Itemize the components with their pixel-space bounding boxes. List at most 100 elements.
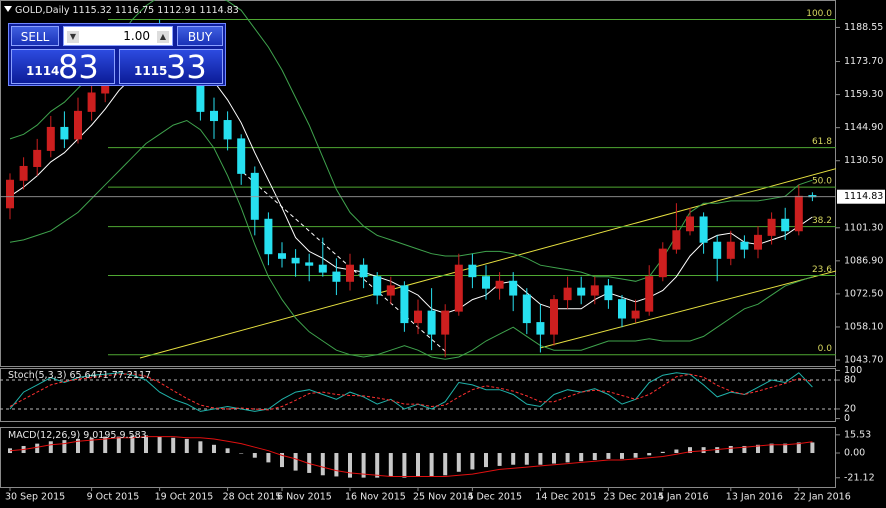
- candle-body: [33, 149, 42, 167]
- lot-increase[interactable]: ▲: [157, 31, 169, 43]
- macd-bar: [361, 453, 366, 478]
- macd-bar: [184, 438, 189, 454]
- macd-bar: [633, 453, 638, 458]
- candle-body: [359, 264, 368, 278]
- y-tick-label: 15.53: [844, 429, 871, 440]
- candle-body: [210, 110, 218, 122]
- lot-value: 1.00: [123, 29, 150, 43]
- macd-header: MACD(12,26,9) 9.0195 9.583: [8, 430, 147, 441]
- macd-bar: [48, 441, 53, 454]
- candle-body: [386, 285, 395, 296]
- candle-body: [781, 218, 790, 232]
- x-tick-label: 4 Dec 2015: [467, 492, 522, 503]
- macd-bar: [293, 453, 298, 471]
- macd-bar: [35, 443, 40, 454]
- macd-bar: [552, 453, 556, 464]
- macd-bar: [647, 453, 652, 456]
- stoch-title: Stoch(5,3,3): [8, 370, 66, 381]
- macd-bar: [320, 453, 325, 476]
- x-tick-label: 9 Oct 2015: [87, 492, 140, 503]
- y-tick-label: 1072.50: [844, 288, 883, 299]
- candle-body: [454, 264, 463, 312]
- macd-bar: [511, 453, 516, 465]
- y-tick-label: 1173.70: [844, 56, 883, 67]
- indicator-line: [9, 372, 813, 412]
- macd-bar: [579, 453, 584, 462]
- candle-body: [87, 92, 96, 112]
- macd-bar: [307, 453, 312, 473]
- candle-body: [713, 241, 722, 259]
- one-click-trading-panel: SELL ▼ 1.00 ▲ BUY 1114 83 1115 33: [8, 23, 226, 86]
- candle-body: [563, 287, 572, 301]
- macd-bar: [171, 437, 176, 454]
- candle-body: [305, 262, 314, 266]
- stoch-signal-value: 77.2117: [112, 370, 151, 381]
- candle-body: [672, 230, 681, 250]
- macd-bar: [198, 441, 203, 454]
- macd-bar: [756, 444, 760, 454]
- indicator-line: [9, 119, 813, 360]
- macd-bar: [252, 453, 257, 458]
- candle-body: [482, 276, 490, 289]
- y-tick-label: 0: [844, 413, 850, 424]
- macd-bar: [742, 445, 747, 454]
- stoch-header: Stoch(5,3,3) 65.6471 77.2117: [8, 370, 151, 381]
- current-price-label: 1114.83: [844, 191, 883, 202]
- candle-body: [223, 120, 232, 140]
- candle-body: [509, 280, 518, 296]
- macd-bar: [674, 449, 679, 454]
- x-tick-label: 30 Sep 2015: [5, 492, 65, 503]
- channel-lower: [539, 270, 836, 349]
- indicator-line: [9, 373, 813, 411]
- x-tick-label: 4 Jan 2016: [658, 492, 709, 503]
- candle-body: [332, 271, 341, 282]
- stoch-main-value: 65.6471: [69, 370, 108, 381]
- ask-quote[interactable]: 1115 33: [119, 48, 223, 86]
- stoch-plot: [0, 372, 836, 412]
- main-plot: 100.0 61.8 50.0 38.2 23.6 0.0: [0, 0, 836, 360]
- macd-bar: [592, 453, 597, 461]
- candle-body: [373, 276, 382, 296]
- candle-body: [577, 287, 586, 296]
- candle-body: [441, 310, 450, 335]
- macd-bar: [715, 447, 720, 454]
- candle-body: [522, 294, 531, 324]
- macd-bar: [416, 453, 420, 477]
- macd-bar: [538, 453, 543, 465]
- macd-bar: [239, 453, 244, 454]
- fib-label: 23.6: [812, 265, 832, 275]
- x-tick-label: 22 Jan 2016: [794, 492, 851, 503]
- macd-bar: [810, 442, 815, 454]
- macd-plot: [8, 435, 815, 478]
- buy-button[interactable]: BUY: [177, 26, 223, 46]
- fib-label: 61.8: [812, 137, 832, 147]
- fib-label: 38.2: [812, 216, 832, 226]
- bid-quote[interactable]: 1114 83: [11, 48, 115, 86]
- macd-bar: [157, 436, 162, 454]
- candle-body: [604, 285, 613, 301]
- sell-button[interactable]: SELL: [11, 26, 59, 46]
- macd-signal-value: 9.583: [119, 430, 146, 441]
- bid-main: 1114: [26, 64, 60, 78]
- y-tick-label: 1130.50: [844, 155, 883, 166]
- macd-bar: [76, 438, 80, 454]
- macd-bar: [701, 447, 706, 454]
- macd-bar: [62, 440, 67, 454]
- ask-big: 33: [166, 48, 207, 86]
- indicator-line: [9, 51, 813, 314]
- lot-decrease[interactable]: ▼: [67, 31, 79, 43]
- macd-bar: [688, 447, 692, 454]
- candle-body: [740, 241, 749, 250]
- symbol: GOLD,Daily: [15, 5, 70, 16]
- candle-body: [550, 299, 558, 335]
- macd-bar: [225, 448, 230, 454]
- lot-input[interactable]: ▼ 1.00 ▲: [63, 26, 173, 46]
- y-tick-label: 1159.30: [844, 89, 883, 100]
- y-tick-label: 20: [844, 403, 856, 414]
- y-tick-label: 1144.90: [844, 122, 883, 133]
- indicator-line: [9, 436, 813, 477]
- last-low: 1112.91: [157, 5, 196, 16]
- y-tick-label: 1043.70: [844, 355, 883, 366]
- y-tick-label: 1086.90: [844, 255, 883, 266]
